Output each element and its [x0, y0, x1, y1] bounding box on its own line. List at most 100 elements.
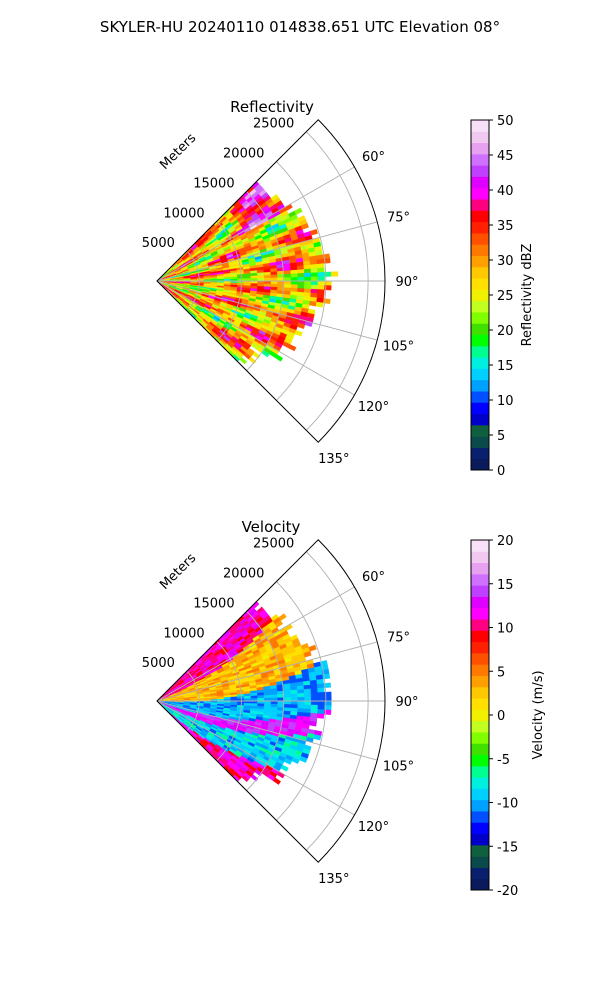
- colorbar-swatch: [471, 585, 489, 597]
- radar-cell: [330, 271, 339, 277]
- colorbar-swatch: [471, 334, 489, 347]
- colorbar-swatch: [471, 664, 489, 676]
- azimuth-gridline: [156, 280, 355, 396]
- radar-cell: [284, 697, 292, 702]
- radar-cell: [257, 275, 265, 279]
- radar-cell: [283, 693, 292, 698]
- panel-title: Reflectivity: [230, 98, 314, 116]
- colorbar-tick-label: 10: [497, 394, 514, 409]
- colorbar-tick-label: 15: [497, 359, 514, 374]
- colorbar-swatch: [471, 165, 489, 177]
- colorbar-swatch: [471, 675, 489, 688]
- colorbar-swatch: [471, 743, 489, 756]
- colorbar-swatch: [471, 255, 489, 268]
- velocity-colorbar: -20 -15 -10 -5 0 5 10 15 20 Velocity (m/s): [470, 534, 546, 899]
- colorbar-tick-label: 0: [497, 709, 505, 724]
- range-tick-label: 25000: [253, 117, 294, 132]
- azimuth-tick-label: 105°: [383, 760, 414, 775]
- radar-cell: [303, 264, 312, 270]
- colorbar-swatch: [471, 573, 489, 586]
- radar-cell: [278, 613, 287, 621]
- range-tick-label: 20000: [223, 147, 264, 162]
- radar-cell: [290, 697, 298, 702]
- colorbar-tick-label: 20: [497, 324, 514, 339]
- colorbar-swatch: [471, 244, 489, 256]
- radar-cell: [317, 271, 325, 278]
- colorbar-swatch: [471, 131, 489, 144]
- colorbar-tick-label: -20: [497, 884, 518, 899]
- radar-cell: [272, 777, 281, 785]
- colorbar-swatch: [471, 765, 489, 778]
- radar-cell: [309, 228, 318, 236]
- colorbar-tick-label: 50: [497, 114, 514, 129]
- colorbar-swatch: [471, 844, 489, 857]
- polar-axes: 5000 10000 15000 20000 25000 60° 75° 90° 105° 120…: [142, 537, 419, 887]
- reflectivity-panel: Reflectivity 5000 10000 15000 20000 25000 60°…: [142, 98, 535, 479]
- radar-cell: [294, 329, 303, 337]
- radar-cell: [317, 276, 325, 282]
- sector-frame: [156, 119, 386, 443]
- radar-cell: [303, 651, 312, 658]
- radar-cell: [264, 280, 272, 285]
- colorbar-swatch: [471, 266, 489, 279]
- azimuth-tick-label: 90°: [395, 275, 418, 290]
- radar-cell: [270, 283, 278, 288]
- colorbar-swatch: [471, 447, 489, 460]
- radar-cell: [223, 276, 231, 280]
- radar-cell: [290, 277, 298, 282]
- radar-cell: [291, 757, 300, 764]
- colorbar-swatch: [471, 788, 489, 801]
- colorbar-swatch: [471, 345, 489, 358]
- colorbar-swatch: [471, 210, 489, 223]
- colorbar-swatch: [471, 619, 489, 631]
- azimuth-gridline: [156, 280, 378, 341]
- reflectivity-colorbar: 0 5 10 15 20 25 30 35 40 45 50 Reflectivity dBZ: [470, 114, 535, 479]
- radar-cell: [297, 322, 306, 329]
- radar-cell: [300, 223, 309, 230]
- colorbar-swatch: [471, 142, 489, 155]
- radar-cell: [317, 696, 325, 702]
- radar-cell: [303, 288, 312, 294]
- colorbar-swatch: [471, 822, 489, 835]
- radar-cell: [257, 695, 265, 699]
- radar-cell: [310, 263, 318, 270]
- radar-cell: [294, 207, 303, 215]
- colorbar-swatch: [471, 799, 489, 812]
- colorbar-swatch: [471, 120, 489, 132]
- radar-cell: [243, 695, 252, 699]
- range-tick-label: 20000: [223, 567, 264, 582]
- azimuth-tick-label: 120°: [358, 820, 389, 835]
- radar-cell: [309, 720, 317, 727]
- radar-cell: [270, 697, 278, 702]
- radar-cell: [303, 708, 312, 714]
- radar-cell: [317, 687, 325, 693]
- colorbar-swatch: [471, 379, 489, 392]
- azimuth-tick-label: 105°: [383, 340, 414, 355]
- colorbar-tick-label: -5: [497, 753, 510, 768]
- radar-cell: [290, 266, 298, 271]
- radar-cell: [304, 704, 312, 710]
- radar-cell: [270, 274, 278, 279]
- radar-cell: [257, 272, 265, 276]
- azimuth-tick-label: 90°: [395, 695, 418, 710]
- azimuth-gridline: [156, 586, 355, 702]
- radar-cell: [316, 263, 325, 269]
- radar-cell: [290, 700, 298, 705]
- colorbar-swatch: [471, 596, 489, 609]
- colorbar-swatch: [471, 458, 489, 471]
- radar-cell: [310, 692, 319, 698]
- radar-cell: [317, 284, 325, 291]
- colorbar-swatch: [471, 357, 489, 369]
- radar-cell: [284, 280, 292, 285]
- radar-cell: [257, 692, 265, 696]
- colorbar-swatch: [471, 221, 489, 234]
- radar-cell: [283, 704, 292, 709]
- radar-cell: [241, 774, 250, 783]
- radar-cell: [250, 695, 258, 699]
- radar-cell: [290, 693, 299, 698]
- colorbar-swatch: [471, 187, 489, 200]
- range-tick-label: 10000: [163, 626, 204, 641]
- colorbar-label: Reflectivity dBZ: [520, 244, 535, 347]
- radar-cell: [315, 301, 324, 308]
- radar-cell: [274, 620, 284, 628]
